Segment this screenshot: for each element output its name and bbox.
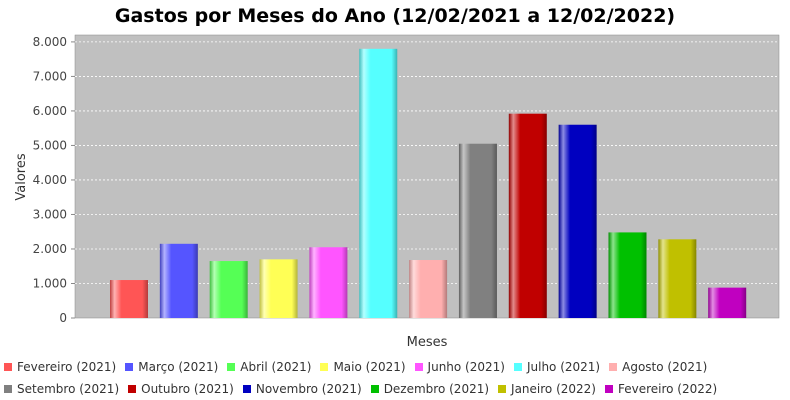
y-tick-label: 5.000 (33, 138, 67, 152)
bar (309, 247, 348, 318)
legend-item: Janeiro (2022) (498, 381, 596, 397)
legend-label: Novembro (2021) (255, 382, 362, 396)
legend-label: Abril (2021) (240, 360, 312, 374)
chart-title: Gastos por Meses do Ano (12/02/2021 a 12… (115, 5, 675, 27)
legend-swatch (227, 363, 236, 371)
legend-item: Novembro (2021) (242, 381, 362, 397)
y-tick-label: 1.000 (33, 276, 67, 290)
bar (409, 260, 448, 318)
legend-item: Junho (2021) (414, 359, 505, 375)
legend-swatch (370, 385, 379, 393)
legend-item: Abril (2021) (227, 359, 311, 375)
y-tick-label: 6.000 (33, 104, 67, 118)
bar (458, 143, 497, 318)
legend-swatch (128, 385, 137, 393)
legend-item: Agosto (2021) (609, 359, 707, 375)
legend-swatch (414, 363, 423, 371)
legend-item: Outubro (2021) (128, 381, 234, 397)
legend-swatch (4, 385, 12, 393)
bars (110, 48, 747, 319)
bar (608, 232, 647, 318)
legend-label: Fevereiro (2022) (617, 382, 718, 396)
y-tick-label: 2.000 (33, 242, 67, 256)
bar (508, 113, 547, 318)
legend-item: Fevereiro (2022) (604, 381, 718, 397)
legend-label: Janeiro (2022) (511, 382, 596, 396)
legend-item: Maio (2021) (320, 359, 406, 375)
legend-label: Março (2021) (138, 360, 219, 374)
legend-swatch (320, 363, 329, 371)
legend-swatch (513, 363, 522, 371)
legend-label: Outubro (2021) (141, 382, 234, 396)
legend-item: Setembro (2021) (4, 381, 119, 397)
legend: Fevereiro (2021) Março (2021) Abril (2021)… (4, 359, 789, 397)
legend-swatch (609, 363, 618, 371)
legend-swatch (4, 363, 12, 371)
bar (159, 243, 198, 318)
bar (259, 259, 298, 318)
legend-label: Dezembro (2021) (383, 382, 490, 396)
bar (558, 124, 597, 318)
legend-item: Dezembro (2021) (370, 381, 490, 397)
y-tick-label: 3.000 (33, 207, 67, 221)
legend-item: Julho (2021) (513, 359, 601, 375)
legend-swatch (125, 363, 134, 371)
bar (209, 261, 248, 318)
legend-label: Agosto (2021) (622, 360, 708, 374)
bar (110, 280, 148, 318)
legend-swatch (604, 385, 613, 393)
y-tick-label: 7.000 (33, 69, 67, 83)
legend-swatch (498, 385, 507, 393)
legend-label: Julho (2021) (526, 360, 601, 374)
legend-label: Setembro (2021) (17, 382, 120, 396)
legend-label: Fevereiro (2021) (17, 360, 117, 374)
legend-label: Junho (2021) (427, 360, 505, 374)
legend-item: Fevereiro (2021) (4, 359, 116, 375)
x-axis-label: Meses (407, 335, 448, 350)
legend-swatch (242, 385, 251, 393)
bar (658, 239, 697, 318)
y-axis: 0 1.000 2.000 3.000 4.000 5.000 6.000 7.000 8.00… (33, 35, 75, 325)
y-axis-label: Valores (14, 153, 29, 200)
legend-item: Março (2021) (125, 359, 218, 375)
y-tick-label: 8.000 (33, 35, 67, 49)
bar (359, 48, 398, 319)
bar (708, 287, 747, 318)
legend-label: Maio (2021) (333, 360, 406, 374)
y-tick-label: 4.000 (33, 173, 67, 187)
y-tick-label: 0 (59, 311, 67, 325)
